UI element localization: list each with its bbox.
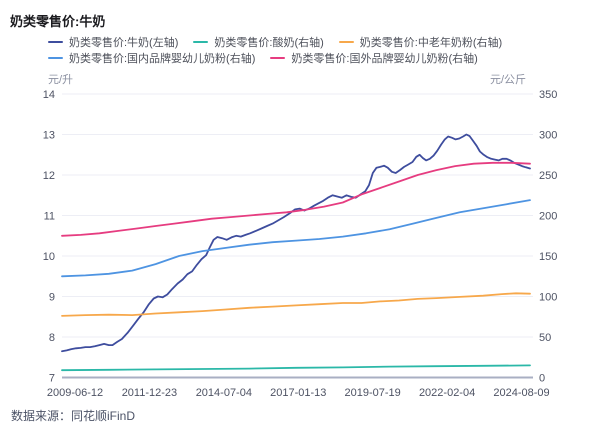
legend: 奶类零售价:牛奶(左轴) 奶类零售价:酸奶(右轴) 奶类零售价:中老年奶粉(右轴) … (48, 34, 502, 66)
left-axis-tick-label: 13 (43, 130, 55, 142)
x-axis-tick-label: 2024-08-09 (493, 387, 549, 399)
series-line-middle-aged-milk-powder (61, 292, 531, 317)
legend-item-label: 奶类零售价:牛奶(左轴) (69, 37, 179, 49)
left-axis-tick-label: 11 (44, 211, 55, 223)
series-line-yogurt (61, 364, 531, 372)
right-axis-tick-label: 300 (539, 130, 557, 142)
left-axis-tick-label: 10 (43, 251, 55, 263)
legend-item-foreign-infant-formula[interactable]: 奶类零售价:国外品牌婴幼儿奶粉(右轴) (270, 50, 478, 66)
legend-item-label: 奶类零售价:中老年奶粉(右轴) (359, 37, 503, 49)
left-axis-tick-label: 7 (49, 373, 55, 385)
right-axis-tick-label: 200 (539, 211, 557, 223)
series-line-milk (61, 133, 531, 353)
legend-item-label: 奶类零售价:国内品牌婴幼儿奶粉(右轴) (69, 53, 256, 65)
chart-title: 奶类零售价:牛奶 (10, 14, 106, 29)
x-axis-tick-label: 2009-06-12 (47, 387, 103, 399)
legend-row-1: 奶类零售价:牛奶(左轴) 奶类零售价:酸奶(右轴) 奶类零售价:中老年奶粉(右轴) (48, 34, 502, 50)
left-axis-tick-label: 14 (43, 89, 55, 101)
legend-line-swatch-icon (270, 56, 286, 60)
legend-line-swatch-icon (193, 40, 209, 44)
x-axis-tick-label: 2014-07-04 (196, 387, 252, 399)
legend-item-yogurt[interactable]: 奶类零售价:酸奶(右轴) (193, 34, 324, 50)
x-axis-tick-label: 2019-07-19 (345, 387, 401, 399)
x-axis-tick-label: 2011-12-23 (122, 387, 177, 399)
legend-item-domestic-infant-formula[interactable]: 奶类零售价:国内品牌婴幼儿奶粉(右轴) (48, 50, 255, 66)
series-line-domestic-infant-formula (61, 199, 531, 278)
right-axis-tick-label: 150 (539, 251, 557, 263)
legend-item-milk[interactable]: 奶类零售价:牛奶(左轴) (48, 34, 178, 50)
right-axis-tick-label: 50 (539, 332, 551, 344)
legend-line-swatch-icon (338, 40, 354, 44)
data-source-label: 数据来源：同花顺iFinD (11, 409, 136, 423)
right-axis-tick-label: 0 (539, 373, 545, 385)
left-axis-tick-label: 12 (43, 170, 55, 182)
left-axis-tick-label: 9 (49, 292, 55, 304)
legend-line-swatch-icon (48, 56, 63, 60)
legend-item-label: 奶类零售价:国外品牌婴幼儿奶粉(右轴) (291, 53, 478, 65)
legend-item-middle-aged-milk-powder[interactable]: 奶类零售价:中老年奶粉(右轴) (338, 34, 503, 50)
right-axis-tick-label: 250 (539, 170, 557, 182)
legend-item-label: 奶类零售价:酸奶(右轴) (214, 37, 324, 49)
right-axis-tick-label: 350 (539, 89, 557, 101)
legend-row-2: 奶类零售价:国内品牌婴幼儿奶粉(右轴) 奶类零售价:国外品牌婴幼儿奶粉(右轴) (48, 50, 502, 66)
right-axis-tick-label: 100 (539, 292, 557, 304)
left-axis-unit-label: 元/升 (48, 74, 74, 86)
legend-line-swatch-icon (48, 40, 63, 44)
right-axis-unit-label: 元/公斤 (490, 74, 527, 86)
left-axis-tick-label: 8 (49, 332, 55, 344)
x-axis-tick-label: 2017-01-13 (270, 387, 326, 399)
x-axis-tick-label: 2022-02-04 (419, 387, 475, 399)
series-line-foreign-infant-formula (61, 161, 531, 237)
